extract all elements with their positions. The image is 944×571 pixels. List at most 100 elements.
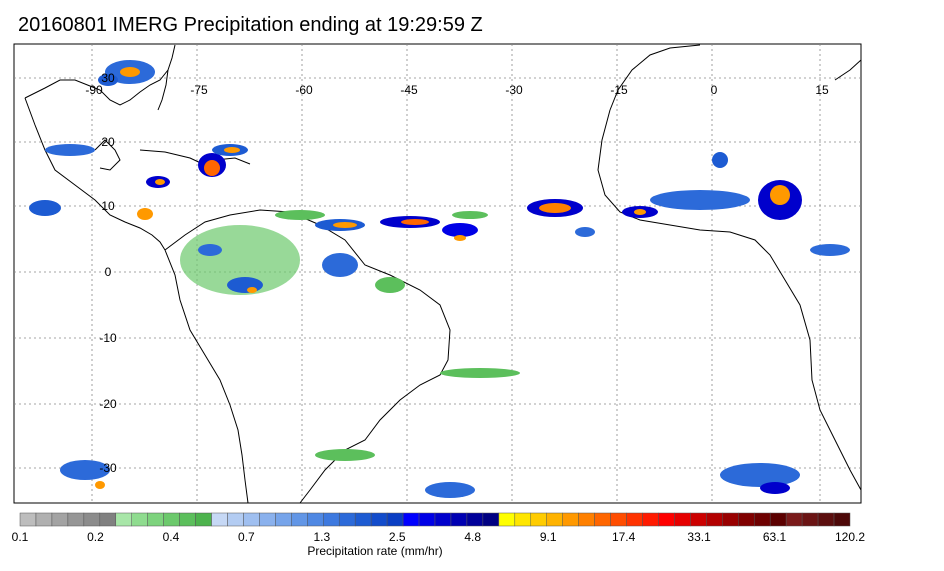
colorbar-tick-label: 0.4 xyxy=(162,530,180,544)
colorbar-tick-label: 17.4 xyxy=(611,530,636,544)
colorbar-swatch xyxy=(817,512,835,527)
colorbar-swatch xyxy=(131,512,148,527)
colorbar-swatch xyxy=(179,512,196,527)
precip-cell xyxy=(224,147,240,153)
latitude-tick-label: -20 xyxy=(99,397,117,411)
colorbar-swatch xyxy=(402,512,420,527)
colorbar-swatch xyxy=(323,512,340,527)
colorbar-swatch xyxy=(658,512,675,527)
colorbar-swatch xyxy=(195,512,212,527)
africa-north-east-coast xyxy=(834,59,862,81)
yucatan-coast xyxy=(94,139,121,171)
colorbar-swatch xyxy=(753,512,771,527)
colorbar-swatch xyxy=(115,512,132,527)
colorbar-tick-label: 2.5 xyxy=(388,530,406,544)
colorbar-tick-label: 120.2 xyxy=(834,530,866,544)
colorbar-swatch xyxy=(482,512,500,527)
colorbar-swatch xyxy=(530,512,547,527)
colorbar-swatch xyxy=(769,512,787,527)
colorbar-swatch xyxy=(418,512,436,527)
precip-cell xyxy=(198,244,222,256)
precip-cell xyxy=(442,223,478,237)
precip-cell xyxy=(180,225,300,295)
colorbar-swatch xyxy=(83,512,101,527)
longitude-tick-label: -75 xyxy=(190,83,208,97)
north-america-coast xyxy=(24,44,176,106)
africa-west-coast xyxy=(597,109,862,491)
colorbar-swatch xyxy=(51,512,69,527)
colorbar-swatch xyxy=(833,512,851,527)
cuba-coast xyxy=(139,149,206,166)
central-america-coast xyxy=(24,97,166,251)
colorbar-swatch xyxy=(690,512,707,527)
precip-cell xyxy=(454,235,466,241)
colorbar-swatch xyxy=(227,512,244,527)
colorbar-swatch xyxy=(514,512,532,527)
colorbar-swatch xyxy=(578,512,595,527)
precip-cell xyxy=(29,200,61,216)
map-frame xyxy=(13,43,862,504)
africa-north-coast xyxy=(609,44,701,111)
precip-cell xyxy=(60,460,110,480)
colorbar-swatch xyxy=(243,512,260,527)
precip-cell xyxy=(375,277,405,293)
precip-cell xyxy=(440,368,520,378)
precip-cell xyxy=(98,74,118,86)
colorbar xyxy=(19,512,851,527)
latitude-tick-label: -30 xyxy=(99,461,117,475)
precip-cell xyxy=(452,211,488,219)
precip-cell xyxy=(760,482,790,494)
colorbar-swatch xyxy=(722,512,739,527)
colorbar-tick-label: 33.1 xyxy=(687,530,711,544)
longitude-tick-label: -15 xyxy=(610,83,628,97)
precip-cell xyxy=(650,190,750,210)
colorbar-tick-label: 4.8 xyxy=(464,530,482,544)
longitude-labels: -90 -75 -60 -45 -30 -15 0 15 xyxy=(85,83,829,97)
precip-cell xyxy=(810,244,850,256)
precip-cell xyxy=(315,449,375,461)
longitude-tick-label: -90 xyxy=(85,83,103,97)
colorbar-tick-label: 9.1 xyxy=(539,530,557,544)
precip-cell xyxy=(333,222,357,228)
latitude-tick-label: 20 xyxy=(101,135,115,149)
longitude-tick-label: -30 xyxy=(505,83,523,97)
precip-cell xyxy=(634,209,646,215)
colorbar-swatch xyxy=(801,512,819,527)
precip-cell xyxy=(95,481,105,489)
latitude-labels: 30 20 10 0 -10 -20 -30 xyxy=(99,71,117,475)
precip-cell xyxy=(227,277,263,293)
colorbar-swatch xyxy=(275,512,292,527)
colorbar-tick-label: 1.3 xyxy=(313,530,331,544)
precip-cell xyxy=(120,67,140,77)
precip-cell xyxy=(204,160,220,176)
precip-cell xyxy=(275,210,325,220)
colorbar-swatch xyxy=(291,512,308,527)
colorbar-swatch xyxy=(338,512,356,527)
latitude-tick-label: -10 xyxy=(99,331,117,345)
colorbar-swatch xyxy=(450,512,468,527)
precip-cell xyxy=(539,203,571,213)
colorbar-swatch xyxy=(785,512,803,527)
colorbar-swatch xyxy=(674,512,691,527)
longitude-tick-label: 15 xyxy=(815,83,829,97)
precip-cell xyxy=(45,144,95,156)
colorbar-swatch xyxy=(259,512,276,527)
colorbar-swatch xyxy=(498,512,516,527)
colorbar-swatch xyxy=(67,512,85,527)
precip-cell xyxy=(712,152,728,168)
south-america-west-coast xyxy=(164,249,249,504)
colorbar-swatch xyxy=(642,512,659,527)
precip-cell xyxy=(137,208,153,220)
colorbar-swatch xyxy=(307,512,324,527)
longitude-tick-label: 0 xyxy=(711,83,718,97)
precip-cell xyxy=(425,482,475,498)
colorbar-swatch xyxy=(466,512,484,527)
latitude-tick-label: 30 xyxy=(101,71,115,85)
map-title: 20160801 IMERG Precipitation ending at 1… xyxy=(18,14,483,36)
colorbar-swatch xyxy=(706,512,723,527)
colorbar-swatch xyxy=(35,512,53,527)
colorbar-swatch xyxy=(370,512,388,527)
colorbar-swatch xyxy=(163,512,180,527)
longitude-tick-label: -60 xyxy=(295,83,313,97)
coastlines xyxy=(24,44,862,504)
